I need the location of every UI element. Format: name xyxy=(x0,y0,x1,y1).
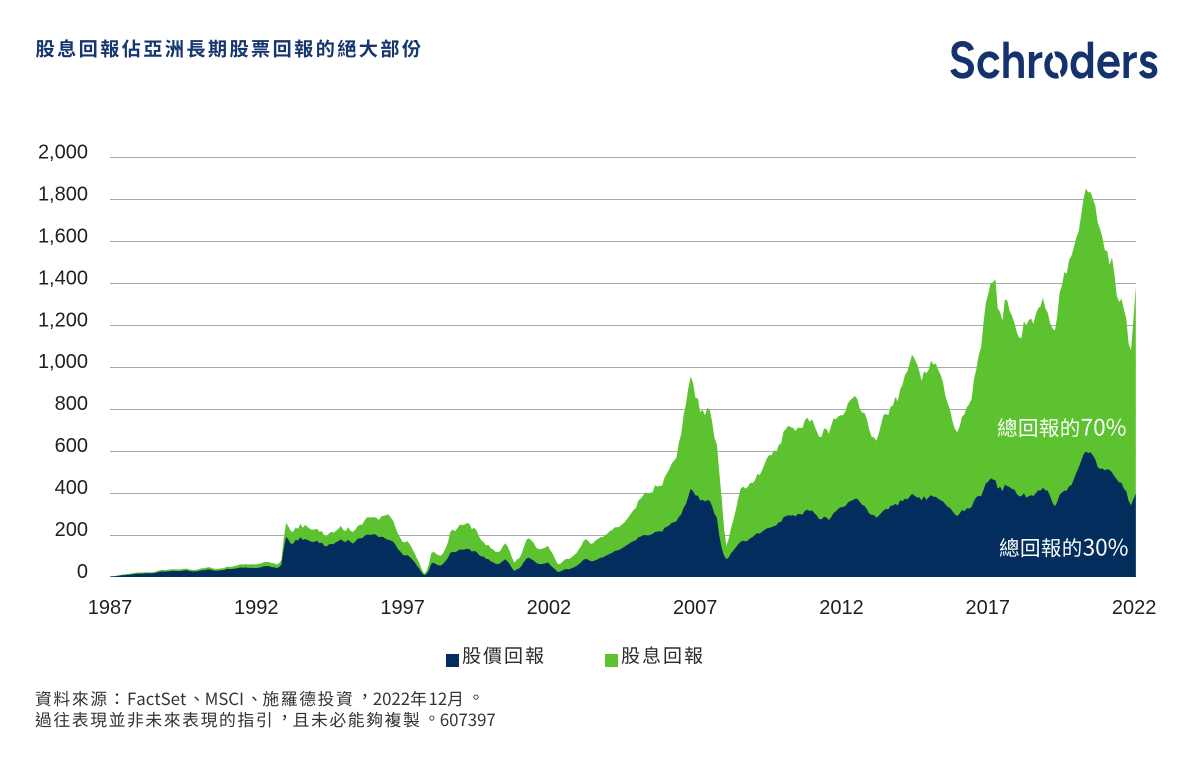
svg-text:0: 0 xyxy=(77,561,88,583)
svg-text:2012: 2012 xyxy=(819,597,864,619)
svg-text:1,400: 1,400 xyxy=(38,267,88,289)
svg-text:600: 600 xyxy=(55,435,88,457)
svg-text:2002: 2002 xyxy=(527,597,572,619)
svg-text:2017: 2017 xyxy=(966,597,1011,619)
svg-text:200: 200 xyxy=(55,519,88,541)
svg-text:1,200: 1,200 xyxy=(38,309,88,331)
svg-text:2,000: 2,000 xyxy=(38,142,88,164)
svg-text:1992: 1992 xyxy=(234,597,279,619)
svg-text:2007: 2007 xyxy=(673,597,718,619)
svg-text:1,800: 1,800 xyxy=(38,183,88,205)
svg-text:1987: 1987 xyxy=(88,597,133,619)
svg-text:2022: 2022 xyxy=(1112,597,1157,619)
svg-text:1997: 1997 xyxy=(380,597,425,619)
svg-text:1,600: 1,600 xyxy=(38,225,88,247)
svg-text:400: 400 xyxy=(55,477,88,499)
svg-text:800: 800 xyxy=(55,393,88,415)
svg-text:1,000: 1,000 xyxy=(38,351,88,373)
